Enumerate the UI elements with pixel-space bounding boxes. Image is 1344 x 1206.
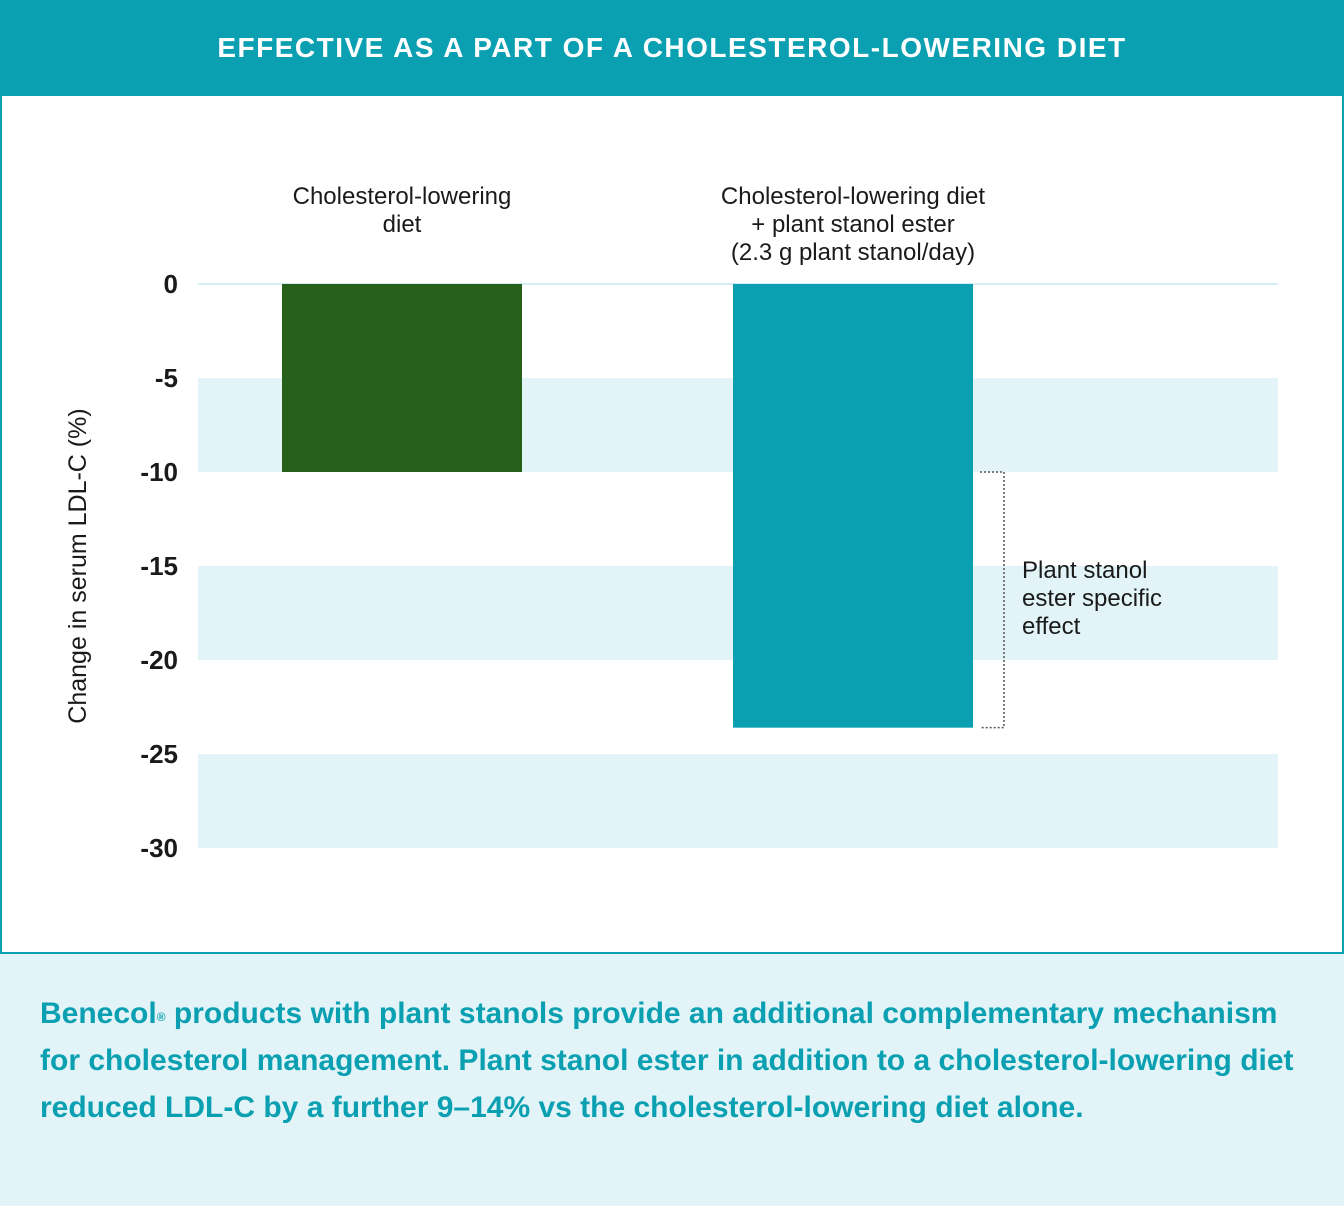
category-label: + plant stanol ester	[751, 211, 954, 238]
bar	[733, 284, 973, 728]
footer-description: Benecol® products with plant stanols pro…	[40, 990, 1310, 1131]
grid-band	[198, 754, 1278, 848]
footer-body: products with plant stanols provide an a…	[40, 997, 1294, 1124]
footer-panel: Benecol® products with plant stanols pro…	[0, 954, 1344, 1206]
bar-chart: 0 -5 -10 -15 -20 -25 -30 Change in serum LDL-C …	[64, 183, 1278, 863]
annotation-label: effect	[1022, 613, 1081, 640]
category-label: diet	[383, 211, 422, 238]
category-label: (2.3 g plant stanol/day)	[731, 239, 975, 266]
y-tick-label: -25	[140, 739, 178, 769]
category-label: Cholesterol-lowering diet	[721, 183, 985, 210]
y-tick-label: -5	[155, 363, 178, 393]
y-tick-label: -15	[140, 551, 178, 581]
bar	[282, 284, 522, 472]
y-tick-label: -10	[140, 457, 178, 487]
brand-name: Benecol	[40, 997, 157, 1030]
registered-mark: ®	[156, 1010, 166, 1024]
y-tick-label: 0	[164, 269, 178, 299]
y-axis-label: Change in serum LDL-C (%)	[64, 408, 92, 723]
annotation-label: Plant stanol	[1022, 557, 1147, 584]
category-label: Cholesterol-lowering	[293, 183, 512, 210]
chart-title: EFFECTIVE AS A PART OF A CHOLESTEROL-LOW…	[217, 32, 1127, 63]
y-tick-label: -30	[140, 833, 178, 863]
chart-header: EFFECTIVE AS A PART OF A CHOLESTEROL-LOW…	[0, 0, 1344, 96]
annotation-bracket	[980, 471, 1005, 729]
y-tick-label: -20	[140, 645, 178, 675]
annotation-label: ester specific	[1022, 585, 1162, 612]
